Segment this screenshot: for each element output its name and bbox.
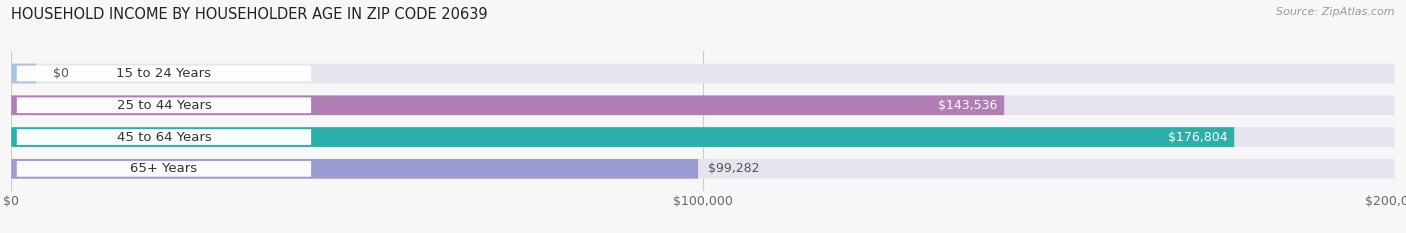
FancyBboxPatch shape xyxy=(11,127,1395,147)
FancyBboxPatch shape xyxy=(17,66,311,81)
FancyBboxPatch shape xyxy=(11,96,1004,115)
Text: $99,282: $99,282 xyxy=(707,162,759,175)
Text: 65+ Years: 65+ Years xyxy=(131,162,197,175)
Text: Source: ZipAtlas.com: Source: ZipAtlas.com xyxy=(1277,7,1395,17)
Text: HOUSEHOLD INCOME BY HOUSEHOLDER AGE IN ZIP CODE 20639: HOUSEHOLD INCOME BY HOUSEHOLDER AGE IN Z… xyxy=(11,7,488,22)
FancyBboxPatch shape xyxy=(11,64,1395,83)
Text: $0: $0 xyxy=(53,67,69,80)
Text: 25 to 44 Years: 25 to 44 Years xyxy=(117,99,211,112)
Text: $176,804: $176,804 xyxy=(1168,130,1227,144)
FancyBboxPatch shape xyxy=(11,159,697,179)
FancyBboxPatch shape xyxy=(17,129,311,145)
FancyBboxPatch shape xyxy=(17,161,311,177)
Text: 15 to 24 Years: 15 to 24 Years xyxy=(117,67,211,80)
FancyBboxPatch shape xyxy=(11,64,37,83)
Text: $143,536: $143,536 xyxy=(938,99,997,112)
FancyBboxPatch shape xyxy=(17,97,311,113)
Text: 45 to 64 Years: 45 to 64 Years xyxy=(117,130,211,144)
FancyBboxPatch shape xyxy=(11,159,1395,179)
FancyBboxPatch shape xyxy=(11,96,1395,115)
FancyBboxPatch shape xyxy=(11,127,1234,147)
